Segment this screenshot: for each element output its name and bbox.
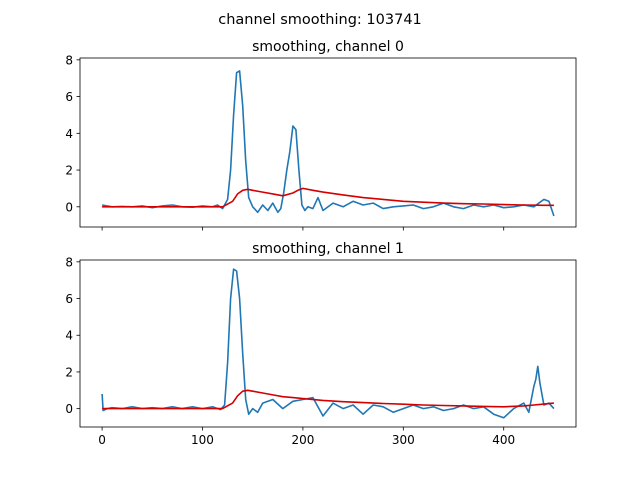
- y-tick-label: 8: [65, 255, 73, 269]
- panel-0: smoothing, channel 0 0 2 4 6 8: [65, 39, 577, 231]
- y-tick-label: 6: [65, 90, 73, 104]
- x-tick-label: 0: [98, 433, 106, 447]
- series-line-smoothed: [102, 187, 554, 208]
- y-tick-label: 2: [65, 365, 73, 379]
- series-line-raw: [101, 70, 555, 217]
- axes-frame: [79, 57, 577, 228]
- y-tick-label: 4: [65, 127, 73, 141]
- panel-title: smoothing, channel 1: [252, 241, 404, 257]
- x-tick-label: 300: [392, 433, 415, 447]
- x-tick-label: 400: [492, 433, 515, 447]
- panel-title: smoothing, channel 0: [252, 39, 404, 55]
- y-tick-label: 8: [65, 53, 73, 67]
- y-tick-label: 0: [65, 200, 73, 214]
- series-line-raw: [101, 268, 555, 419]
- figure-suptitle: channel smoothing: 103741: [218, 12, 422, 28]
- y-tick-label: 2: [65, 164, 73, 178]
- x-tick-label: 200: [291, 433, 314, 447]
- axes-frame: [79, 259, 577, 428]
- x-tick-label: 100: [191, 433, 214, 447]
- y-tick-label: 6: [65, 292, 73, 306]
- panel-1: smoothing, channel 1 0 2 4 6 8 0 100 200 300 400: [65, 241, 577, 447]
- series-line-smoothed: [102, 389, 554, 410]
- y-tick-label: 4: [65, 329, 73, 343]
- y-tick-label: 0: [65, 402, 73, 416]
